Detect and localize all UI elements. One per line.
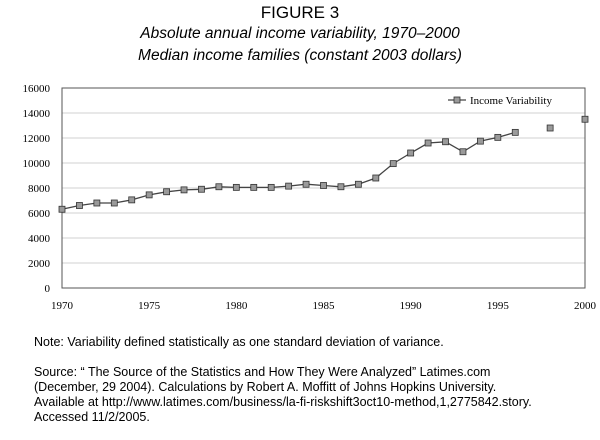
data-point-marker bbox=[407, 149, 415, 157]
y-tick-label: 0 bbox=[45, 283, 51, 295]
x-tick-label: 1975 bbox=[138, 300, 161, 312]
x-tick-label: 1995 bbox=[487, 300, 510, 312]
data-point-marker bbox=[459, 148, 467, 156]
plot-frame bbox=[61, 87, 586, 289]
data-point-marker bbox=[145, 191, 153, 199]
data-point-marker bbox=[354, 180, 362, 188]
income-variability-chart: 0 2000 4000 6000 8000 10000 12000 14000 16000 197… bbox=[23, 83, 597, 312]
y-tick-label: 12000 bbox=[23, 133, 51, 145]
legend-label: Income Variability bbox=[470, 95, 552, 107]
data-point-marker bbox=[128, 196, 136, 204]
source-citation: Source: “ The Source of the Statistics a… bbox=[34, 365, 594, 425]
y-tick-label: 6000 bbox=[28, 208, 51, 220]
data-point-marker bbox=[180, 186, 188, 194]
data-point-marker bbox=[424, 139, 432, 147]
data-point-marker bbox=[76, 202, 83, 209]
figure-label: FIGURE 3 bbox=[260, 3, 340, 22]
data-point-marker bbox=[372, 174, 380, 182]
x-tick-label: 1980 bbox=[225, 300, 248, 312]
y-tick-label: 2000 bbox=[28, 258, 51, 270]
y-tick-label: 4000 bbox=[28, 233, 51, 245]
x-tick-label: 2000 bbox=[574, 300, 597, 312]
data-point-marker bbox=[389, 160, 397, 168]
data-point-marker bbox=[302, 180, 310, 188]
data-point-marker bbox=[198, 185, 205, 193]
data-point-marker bbox=[285, 182, 293, 190]
data-point-marker bbox=[581, 115, 589, 123]
data-point-marker bbox=[110, 199, 118, 207]
chart-title: Absolute annual income variability, 1970… bbox=[140, 25, 460, 42]
chart-subtitle: Median income families (constant 2003 do… bbox=[138, 47, 462, 64]
y-tick-label: 10000 bbox=[23, 158, 51, 170]
data-point-marker bbox=[320, 182, 327, 189]
data-point-marker bbox=[337, 183, 345, 191]
data-point-marker bbox=[215, 183, 223, 191]
data-point-marker bbox=[546, 124, 554, 132]
source-line: Source: “ The Source of the Statistics a… bbox=[34, 365, 491, 379]
chart-note: Note: Variability defined statistically … bbox=[34, 335, 444, 349]
data-point-marker bbox=[58, 205, 66, 213]
data-point-marker bbox=[93, 199, 101, 207]
data-point-marker bbox=[232, 183, 240, 191]
source-line: Accessed 11/2/2005. bbox=[34, 410, 150, 424]
x-tick-label: 1990 bbox=[400, 300, 423, 312]
data-point-marker bbox=[267, 183, 275, 191]
y-tick-label: 16000 bbox=[23, 83, 51, 95]
data-point-marker bbox=[476, 137, 484, 145]
data-point-marker bbox=[250, 183, 258, 191]
y-tick-label: 8000 bbox=[28, 183, 51, 195]
source-line: (December, 29 2004). Calculations by Rob… bbox=[34, 380, 497, 394]
y-tick-label: 14000 bbox=[23, 108, 51, 120]
x-tick-label: 1970 bbox=[51, 300, 74, 312]
x-tick-label: 1985 bbox=[313, 300, 336, 312]
data-point-marker bbox=[163, 188, 171, 196]
legend-marker bbox=[453, 96, 461, 104]
data-point-marker bbox=[494, 133, 502, 141]
data-point-marker bbox=[442, 138, 449, 146]
data-point-marker bbox=[511, 128, 519, 136]
source-line: Available at http://www.latimes.com/busi… bbox=[34, 395, 532, 409]
